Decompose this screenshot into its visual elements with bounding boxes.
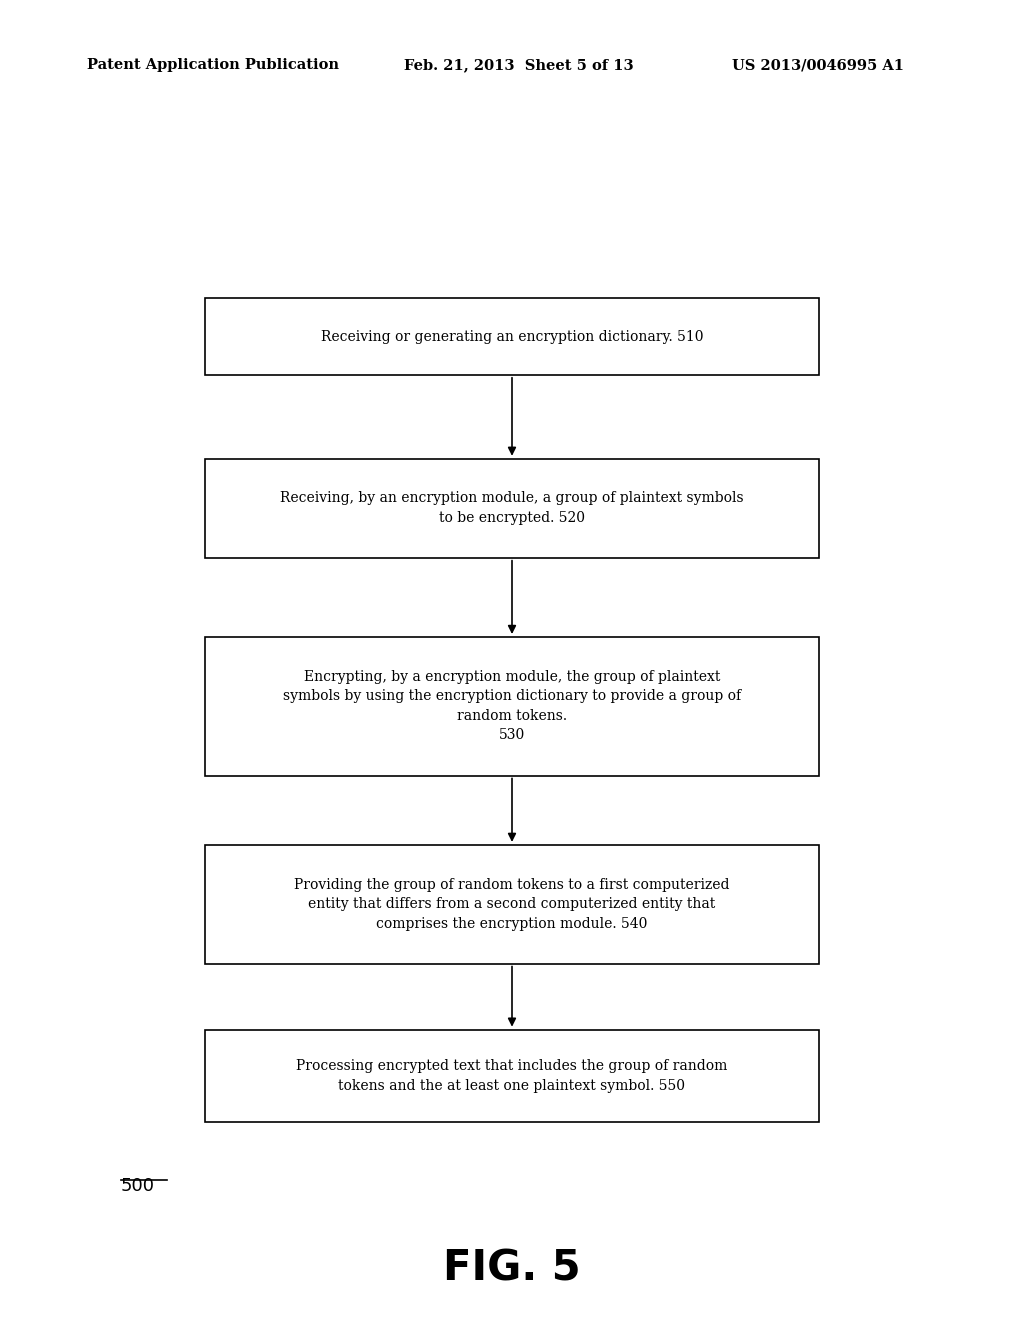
- Text: Receiving or generating an encryption dictionary. 510: Receiving or generating an encryption di…: [321, 330, 703, 343]
- Text: Providing the group of random tokens to a first computerized
entity that differs: Providing the group of random tokens to …: [294, 878, 730, 931]
- Text: Encrypting, by a encryption module, the group of plaintext
symbols by using the : Encrypting, by a encryption module, the …: [283, 671, 741, 742]
- Text: 500: 500: [121, 1177, 155, 1196]
- FancyBboxPatch shape: [205, 459, 819, 557]
- Text: Patent Application Publication: Patent Application Publication: [87, 58, 339, 73]
- Text: Receiving, by an encryption module, a group of plaintext symbols
to be encrypted: Receiving, by an encryption module, a gr…: [281, 491, 743, 525]
- FancyBboxPatch shape: [205, 845, 819, 964]
- Text: FIG. 5: FIG. 5: [443, 1247, 581, 1290]
- Text: Feb. 21, 2013  Sheet 5 of 13: Feb. 21, 2013 Sheet 5 of 13: [404, 58, 634, 73]
- FancyBboxPatch shape: [205, 298, 819, 375]
- FancyBboxPatch shape: [205, 1030, 819, 1122]
- FancyBboxPatch shape: [205, 636, 819, 776]
- Text: Processing encrypted text that includes the group of random
tokens and the at le: Processing encrypted text that includes …: [296, 1059, 728, 1093]
- Text: US 2013/0046995 A1: US 2013/0046995 A1: [732, 58, 904, 73]
